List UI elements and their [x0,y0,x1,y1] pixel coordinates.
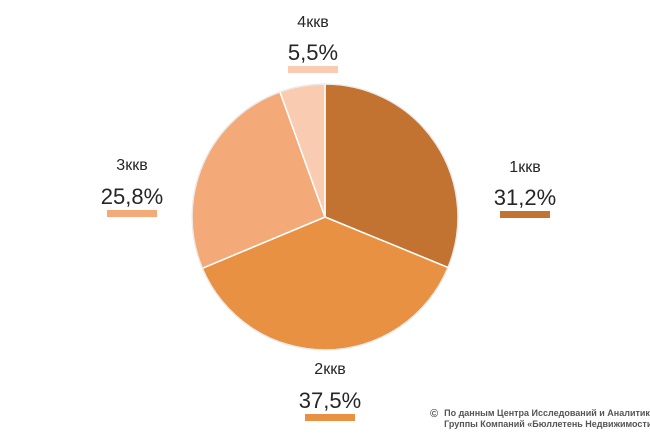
slice-marker-2 [305,414,355,421]
slice-marker-1 [500,211,550,218]
slice-marker-3 [107,210,157,217]
slice-label-1: 1ккв [509,159,540,176]
credit-line-1: По данным Центра Исследований и Аналитик… [444,408,650,418]
slice-label-3: 3ккв [116,157,147,174]
slice-value-4: 5,5% [288,40,338,65]
copyright-icon: © [430,408,439,420]
credit-line-2: Группы Компаний «Бюллетень Недвижимости» [444,419,650,429]
pie-outline [191,83,459,351]
slice-value-1: 31,2% [494,185,556,210]
slice-marker-4 [288,66,338,73]
source-credit: © По данным Центра Исследований и Аналит… [430,408,650,430]
slice-label-2: 2ккв [314,361,345,378]
slice-value-2: 37,5% [299,388,361,413]
slice-label-4: 4ккв [297,14,328,31]
slice-value-3: 25,8% [101,184,163,209]
